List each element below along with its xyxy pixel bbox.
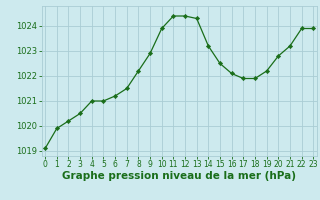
- X-axis label: Graphe pression niveau de la mer (hPa): Graphe pression niveau de la mer (hPa): [62, 171, 296, 181]
